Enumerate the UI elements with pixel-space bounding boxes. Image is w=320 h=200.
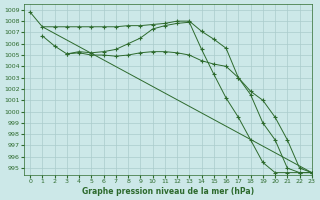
X-axis label: Graphe pression niveau de la mer (hPa): Graphe pression niveau de la mer (hPa) (82, 187, 254, 196)
